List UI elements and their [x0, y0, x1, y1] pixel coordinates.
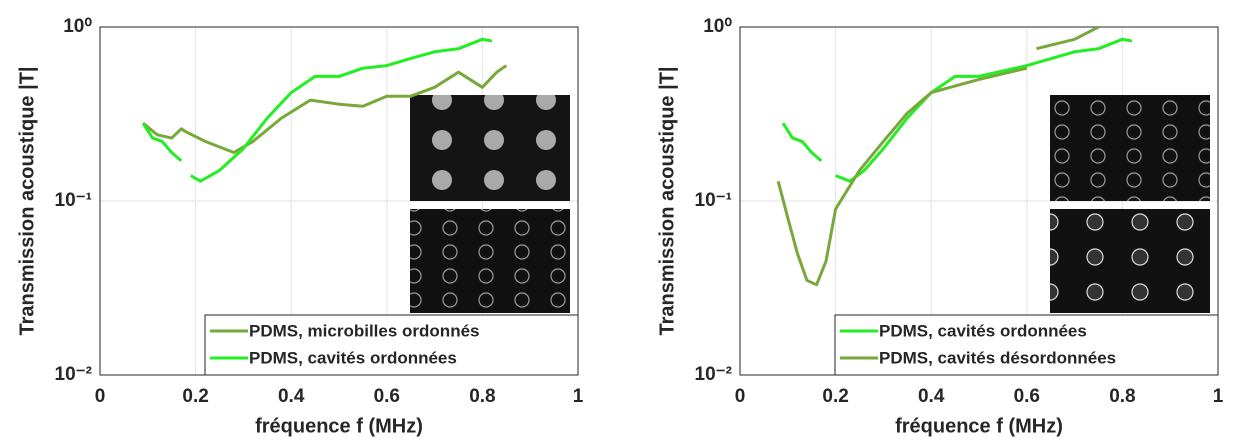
x-tick-label: 0 [735, 386, 746, 407]
inset-image [410, 209, 570, 313]
y-tick-label: 10⁰ [63, 16, 92, 37]
y-tick-label: 10⁰ [703, 16, 732, 37]
y-axis-label: Transmission acoustique |T| [656, 66, 678, 335]
x-tick-label: 0.2 [182, 386, 208, 407]
legend-label: PDMS, microbilles ordonnés [249, 321, 480, 340]
x-tick-label: 1 [1213, 386, 1224, 407]
x-tick-label: 0.8 [469, 386, 495, 407]
x-tick-label: 0 [95, 386, 106, 407]
legend-label: PDMS, cavités ordonnées [879, 321, 1087, 340]
series-line [781, 37, 1133, 183]
x-tick-label: 1 [573, 386, 584, 407]
plots: 0 0.2 0.4 0.6 0.8 1 10⁻² 10⁻¹ 10⁰ fréquence f (MH… [16, 16, 1223, 437]
y-tick-label: 10⁻¹ [55, 190, 93, 211]
y-tick-label: 10⁻² [55, 364, 93, 385]
x-tick-label: 0.2 [822, 386, 848, 407]
series-group [776, 27, 1133, 287]
inset-image [1050, 209, 1210, 313]
x-tick-label: 0.8 [1109, 386, 1135, 407]
legend-box [204, 314, 579, 376]
legend-box [834, 314, 1219, 376]
y-tick-label: 10⁻² [695, 364, 733, 385]
series-line [142, 64, 508, 154]
inset-image [410, 95, 570, 201]
inset-image [1050, 95, 1210, 201]
legend-label: PDMS, cavités ordonnées [249, 348, 457, 367]
y-tick-label: 10⁻¹ [695, 190, 733, 211]
legend-label: PDMS, cavités désordonnées [879, 348, 1116, 367]
x-axis-label: fréquence f (MHz) [895, 415, 1063, 437]
series-group [141, 37, 508, 183]
x-axis-label: fréquence f (MHz) [255, 415, 423, 437]
series-line [776, 27, 1100, 287]
x-tick-label: 0.4 [278, 386, 305, 407]
x-tick-label: 0.4 [918, 386, 945, 407]
x-tick-label: 0.6 [1014, 386, 1040, 407]
x-tick-label: 0.6 [374, 386, 400, 407]
y-axis-label: Transmission acoustique |T| [16, 66, 38, 335]
series-line [141, 37, 493, 183]
